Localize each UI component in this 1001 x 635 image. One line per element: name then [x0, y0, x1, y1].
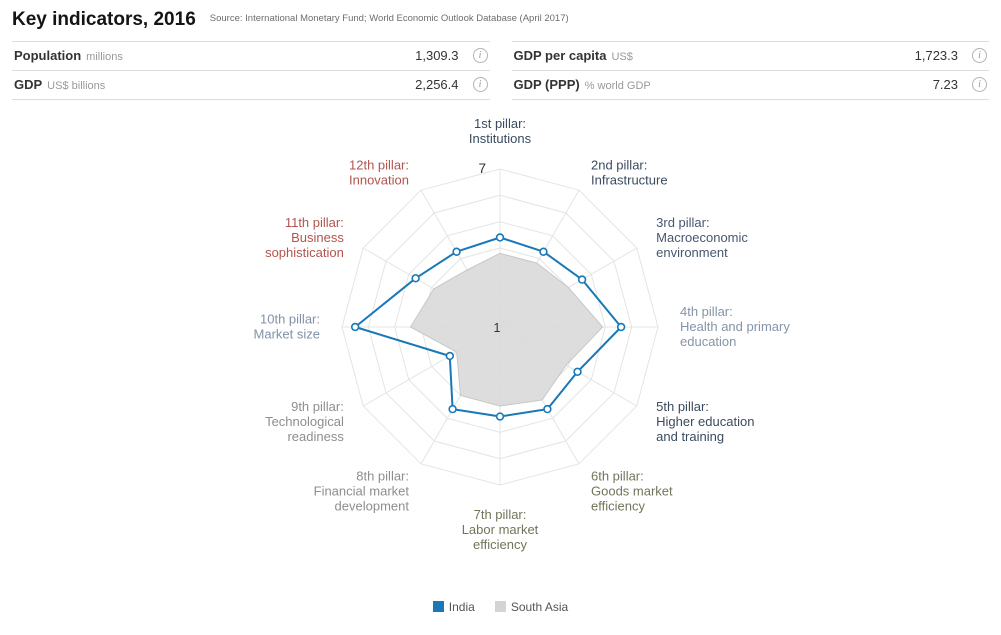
page-title: Key indicators, 2016 [12, 9, 196, 30]
axis-min-label: 1 [494, 321, 501, 335]
data-point-goods-market[interactable] [543, 404, 552, 414]
indicator-value: 2,256.4 [415, 77, 459, 93]
pillar-label-labor-market[interactable]: 7th pillar: Labor market efficiency [462, 507, 539, 552]
pillar-label-market-size[interactable]: 10th pillar: Market size [254, 311, 320, 341]
pillar-labels: 1st pillar: Institutions 2nd pillar: Infras… [254, 116, 791, 552]
chart-legend: India South Asia [0, 600, 1001, 614]
indicator-row-gdp-ppp: GDP (PPP)% world GDP 7.23 i [511, 69, 989, 100]
data-point-business-sophistication[interactable] [411, 273, 420, 283]
pillar-label-goods-market[interactable]: 6th pillar: Goods market efficiency [591, 468, 673, 513]
legend-swatch-south-asia [494, 601, 506, 613]
pillar-label-financial-market[interactable]: 8th pillar: Financial market development [314, 468, 410, 513]
axis-max-label: 7 [478, 161, 486, 176]
indicator-row-population: Population millions 1,309.3 i [12, 40, 490, 70]
data-point-institutions[interactable] [495, 233, 505, 242]
series-points-india [350, 233, 626, 421]
data-point-health-primary-edu[interactable] [616, 322, 626, 332]
pillar-label-innovation[interactable]: 12th pillar: Innovation [349, 157, 409, 187]
data-point-innovation[interactable] [452, 247, 461, 256]
indicator-value: 7.23 [932, 77, 958, 93]
series-area-south-asia [409, 252, 604, 407]
page-header: Key indicators, 2016 Source: Internation… [0, 0, 1001, 35]
data-point-macroeconomic[interactable] [577, 275, 587, 284]
indicator-label: GDP (PPP)% world GDP [513, 76, 651, 92]
pillar-label-macroeconomic[interactable]: 3rd pillar: Macroeconomic environment [656, 215, 748, 260]
data-point-higher-education[interactable] [573, 367, 582, 376]
source-note: Source: International Monetary Fund; Wor… [209, 13, 569, 24]
indicator-row-gdp-per-capita: GDP per capita US$ 1,723.3 i [511, 40, 989, 70]
info-icon[interactable]: i [972, 77, 987, 93]
legend-swatch-india [432, 601, 444, 613]
key-indicators-grid: Population millions 1,309.3 i GDP US$ billion… [12, 40, 989, 100]
indicator-label: Population millions [14, 47, 123, 63]
legend-item-south-asia[interactable]: South Asia [494, 599, 569, 614]
indicator-value: 1,309.3 [415, 48, 459, 64]
info-icon[interactable]: i [472, 77, 488, 93]
data-point-market-size[interactable] [350, 322, 360, 332]
data-point-technological-readiness[interactable] [445, 351, 455, 361]
info-icon[interactable]: i [472, 48, 488, 64]
data-point-financial-market[interactable] [448, 404, 457, 414]
pillar-label-higher-education[interactable]: 5th pillar: Higher education and training [656, 399, 754, 444]
indicator-label: GDP per capita US$ [513, 47, 633, 63]
pillar-label-infrastructure[interactable]: 2nd pillar: Infrastructure [591, 157, 668, 187]
pillar-label-technological-readiness[interactable]: 9th pillar: Technological readiness [265, 399, 344, 444]
legend-item-india[interactable]: India [432, 599, 475, 614]
indicator-value: 1,723.3 [914, 48, 958, 64]
pillar-label-health-primary-edu[interactable]: 4th pillar: Health and primary education [680, 304, 790, 349]
legend-label: South Asia [510, 599, 569, 614]
indicator-row-gdp: GDP US$ billions 2,256.4 i [12, 69, 490, 100]
pillar-label-institutions[interactable]: 1st pillar: Institutions [469, 116, 532, 146]
data-point-infrastructure[interactable] [539, 247, 548, 256]
info-icon[interactable]: i [972, 48, 987, 64]
pillar-label-business-sophistication[interactable]: 11th pillar: Business sophistication [265, 215, 344, 260]
data-point-labor-market[interactable] [495, 412, 505, 421]
legend-label: India [448, 599, 475, 614]
radar-chart: 7 1 1st pillar: Institutions 2nd pillar: Infr… [254, 116, 791, 552]
indicator-label: GDP US$ billions [14, 76, 106, 92]
